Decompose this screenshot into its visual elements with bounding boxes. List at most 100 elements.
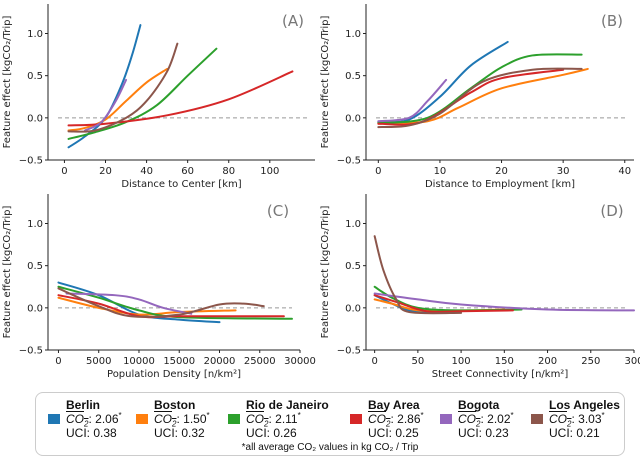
- y-tick-label: 0.5: [345, 71, 361, 82]
- y-tick-label: −0.5: [19, 346, 43, 357]
- legend-name: Rio de Janeiro: [246, 398, 329, 412]
- legend-swatch: [228, 414, 240, 424]
- asterisk: *: [510, 411, 514, 420]
- x-tick-label: 20000: [204, 356, 236, 367]
- co2-subscript: 2: [386, 419, 391, 429]
- legend-item-boston: Boston CO2: 1.50* UCI: 0.32: [136, 398, 210, 440]
- legend-co2-line: CO2: 2.02*: [458, 411, 514, 429]
- x-tick-label: 25000: [244, 356, 276, 367]
- legend: Berlin CO2: 2.06* UCI: 0.38 Boston CO2: …: [35, 392, 625, 456]
- asterisk: *: [420, 411, 424, 420]
- x-tick-label: 0: [55, 356, 61, 367]
- co2-colon: :: [571, 412, 575, 426]
- legend-item-bay-area: Bay Area CO2: 2.86* UCI: 0.25: [350, 398, 424, 440]
- y-tick-label: 1.0: [27, 219, 43, 230]
- y-axis-label: Feature effect [kgCO₂/Trip]: [2, 16, 13, 149]
- co2-colon: :: [390, 412, 394, 426]
- legend-name: Los Angeles: [549, 398, 620, 412]
- y-axis-label: Feature effect [kgCO₂/Trip]: [320, 16, 331, 149]
- x-tick-label: 50: [412, 356, 425, 367]
- series-line-los-angeles: [373, 235, 463, 315]
- series-line-bay-area: [67, 70, 294, 127]
- x-tick-label: 30: [557, 166, 570, 177]
- x-tick-label: 20: [495, 166, 508, 177]
- series-line-bogota: [373, 292, 635, 312]
- co2-subscript: 2: [264, 419, 269, 429]
- series-line-bogota: [377, 78, 448, 123]
- legend-co2-line: CO2: 3.03*: [549, 411, 620, 429]
- co2-subscript: 2: [476, 419, 481, 429]
- y-tick-label: 0.5: [345, 261, 361, 272]
- legend-uci: UCI: 0.38: [66, 426, 117, 440]
- legend-item-bogota: Bogota CO2: 2.02* UCI: 0.23: [440, 398, 514, 440]
- co2-symbol: CO: [549, 412, 567, 426]
- co2-symbol: CO: [368, 412, 386, 426]
- legend-name: Bay Area: [368, 398, 420, 412]
- legend-uci: UCI: 0.26: [246, 426, 297, 440]
- y-tick-label: 0.0: [345, 303, 361, 314]
- series-line-bay-area: [377, 68, 565, 126]
- panel-label: (D): [600, 202, 623, 220]
- x-tick-label: 150: [495, 356, 514, 367]
- y-tick-label: −0.5: [337, 346, 361, 357]
- legend-co2-value: 3.03: [578, 412, 602, 426]
- panel-label: (B): [601, 12, 623, 30]
- series-line-bogota: [65, 292, 193, 315]
- co2-colon: :: [268, 412, 272, 426]
- legend-swatch: [531, 414, 543, 424]
- legend-item-rio-de-janeiro: Rio de Janeiro CO2: 2.11* UCI: 0.26: [228, 398, 329, 440]
- y-tick-label: 1.0: [345, 29, 361, 40]
- x-tick-label: 0: [371, 356, 377, 367]
- legend-item-los-angeles: Los Angeles CO2: 3.03* UCI: 0.21: [531, 398, 620, 440]
- co2-subscript: 2: [84, 419, 89, 429]
- x-tick-label: 80: [222, 166, 235, 177]
- y-tick-label: −0.5: [337, 156, 361, 167]
- x-tick-label: 0: [375, 166, 381, 177]
- legend-uci: UCI: 0.21: [549, 426, 600, 440]
- y-tick-label: 0.0: [27, 113, 43, 124]
- asterisk: *: [118, 411, 122, 420]
- x-axis-label: Distance to Employment [km]: [425, 179, 575, 190]
- legend-co2-line: CO2: 2.06*: [66, 411, 122, 429]
- x-tick-label: 20: [99, 166, 112, 177]
- y-axis-label: Feature effect [kgCO₂/Trip]: [320, 206, 331, 339]
- series-line-bogota: [83, 78, 128, 132]
- series-line-boston: [377, 67, 589, 125]
- legend-uci: UCI: 0.25: [368, 426, 419, 440]
- x-tick-label: 200: [538, 356, 557, 367]
- legend-co2-line: CO2: 2.11*: [246, 412, 329, 429]
- x-tick-label: 100: [452, 356, 471, 367]
- panel-b: 0 10 20 30 40 −0.5 0.0 0.5 1.0 Distance to Employ…: [320, 4, 634, 190]
- asterisk: *: [206, 411, 210, 420]
- x-tick-label: 0: [61, 166, 67, 177]
- co2-colon: :: [480, 412, 484, 426]
- asterisk: *: [601, 411, 605, 420]
- co2-symbol: CO: [246, 412, 264, 426]
- legend-co2-value: 2.06: [95, 412, 119, 426]
- legend-co2-value: 2.86: [397, 412, 421, 426]
- co2-colon: :: [88, 412, 92, 426]
- x-tick-label: 250: [581, 356, 600, 367]
- x-tick-label: 10000: [123, 356, 155, 367]
- legend-co2-line: CO2: 1.50*: [154, 411, 210, 429]
- co2-subscript: 2: [172, 419, 177, 429]
- legend-uci: UCI: 0.32: [154, 426, 205, 440]
- co2-subscript: 2: [567, 419, 572, 429]
- panel-d: 0 50 100 150 200 250 300 −0.5 0.0 0.5 1.0 Street Co…: [320, 194, 640, 380]
- series-line-rio-de-janeiro: [67, 47, 218, 140]
- legend-uci: UCI: 0.23: [458, 426, 509, 440]
- x-tick-label: 60: [181, 166, 194, 177]
- panel-label: (C): [267, 202, 289, 220]
- series-line-rio-de-janeiro: [377, 53, 583, 124]
- y-tick-label: 0.0: [345, 113, 361, 124]
- y-tick-label: 0.5: [27, 71, 43, 82]
- co2-symbol: CO: [66, 412, 84, 426]
- y-tick-label: 1.0: [345, 219, 361, 230]
- co2-colon: :: [176, 412, 180, 426]
- y-axis-label: Feature effect [kgCO₂/Trip]: [2, 206, 13, 339]
- y-tick-label: −0.5: [19, 156, 43, 167]
- panel-c: 0 5000 10000 15000 20000 25000 30000 −0.5 0.0 0.5…: [2, 194, 316, 380]
- x-axis-label: Distance to Center [km]: [121, 179, 241, 190]
- series-line-bay-area: [373, 294, 514, 313]
